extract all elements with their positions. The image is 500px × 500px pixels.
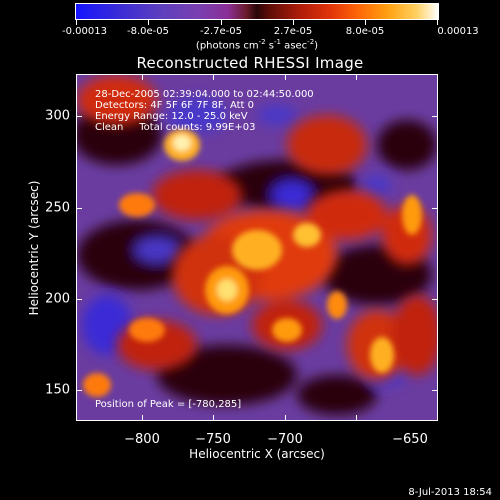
colorbar-units: (photons cm-2 s-1 asec-2) xyxy=(196,38,318,51)
y-axis-tick-label: 150 xyxy=(45,382,70,398)
y-axis-tick xyxy=(76,299,82,300)
x-axis-tick-label: −700 xyxy=(267,432,303,447)
y-axis-tick xyxy=(432,208,438,209)
y-axis-tick-label: 300 xyxy=(45,108,70,124)
y-axis-tick xyxy=(432,390,438,391)
colorbar-tick xyxy=(148,20,149,25)
x-axis-tick xyxy=(285,415,286,421)
x-axis-title: Heliocentric X (arcsec) xyxy=(189,447,325,461)
plot-title: Reconstructed RHESSI Image xyxy=(136,54,364,72)
info-peak-position: Position of Peak = [-780,285] xyxy=(95,399,242,410)
info-time-range: 28-Dec-2005 02:39:04.000 to 02:44:50.000 xyxy=(95,89,314,100)
x-axis-tick xyxy=(285,74,286,80)
x-axis-tick xyxy=(213,415,214,421)
timestamp: 8-Jul-2013 18:54 xyxy=(408,487,492,498)
colorbar-tick-label: 0.00013 xyxy=(437,26,479,37)
info-energy-range: Energy Range: 12.0 - 25.0 keV xyxy=(95,111,248,122)
y-axis-tick-label: 250 xyxy=(45,200,70,216)
y-axis-tick xyxy=(76,116,82,117)
colorbar-units-part: (photons cm xyxy=(195,40,259,52)
colorbar-units-part: ) xyxy=(314,40,319,52)
colorbar-tick xyxy=(293,20,294,25)
image-plot: 28-Dec-2005 02:39:04.000 to 02:44:50.000… xyxy=(76,74,438,421)
colorbar-tick-label: 8.0e-05 xyxy=(345,26,385,37)
x-axis-tick xyxy=(142,415,143,421)
colorbar-tick-label: -2.7e-05 xyxy=(200,26,242,37)
x-axis-tick xyxy=(142,74,143,80)
colorbar-units-part: s xyxy=(265,40,275,52)
y-axis-tick xyxy=(76,390,82,391)
colorbar-units-part: asec xyxy=(281,40,308,52)
colorbar-tick xyxy=(365,20,366,25)
y-axis-tick xyxy=(432,299,438,300)
colorbar-tick xyxy=(221,20,222,25)
y-axis-tick xyxy=(76,208,82,209)
y-axis-tick xyxy=(432,116,438,117)
x-axis-tick xyxy=(213,74,214,80)
colorbar-tick-label: -0.00013 xyxy=(62,26,107,37)
y-axis-title: Heliocentric Y (arcsec) xyxy=(27,180,41,316)
colorbar-tick-label: 2.7e-05 xyxy=(273,26,313,37)
colorbar-units-sup: -2 xyxy=(258,38,266,46)
x-axis-tick-label: −800 xyxy=(124,432,160,447)
x-axis-tick xyxy=(356,74,357,80)
colorbar-units-sup: -1 xyxy=(274,38,282,46)
rhessi-image xyxy=(77,75,437,420)
x-axis-tick xyxy=(356,415,357,421)
info-method-counts: Clean Total counts: 9.99E+03 xyxy=(95,122,256,133)
x-axis-tick-label: −650 xyxy=(392,432,428,447)
info-detectors: Detectors: 4F 5F 6F 7F 8F, Att 0 xyxy=(95,100,255,111)
colorbar-tick xyxy=(437,20,438,25)
image-layer-hot xyxy=(83,129,422,397)
colorbar-units-sup: -2 xyxy=(307,38,315,46)
y-axis-tick-label: 200 xyxy=(45,291,70,307)
x-axis-tick-label: −750 xyxy=(195,432,231,447)
colorbar-tick xyxy=(76,20,77,25)
colorbar xyxy=(75,3,439,20)
colorbar-tick-label: -8.0e-05 xyxy=(127,26,169,37)
